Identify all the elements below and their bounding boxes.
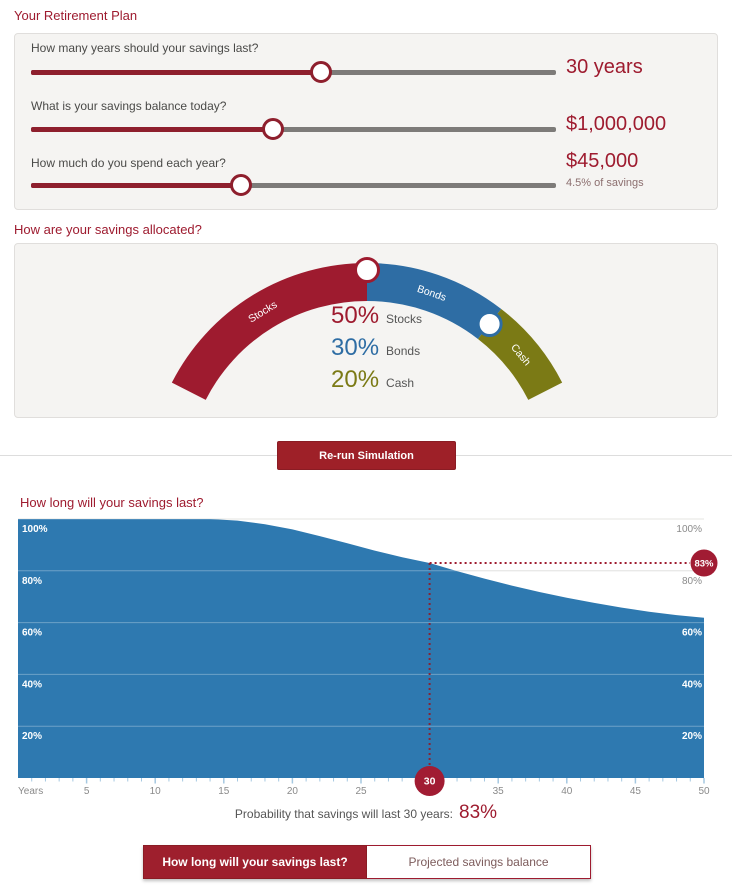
slider-fill	[31, 127, 273, 132]
probability-area	[18, 519, 704, 778]
years-value: 30 years	[566, 56, 643, 78]
savings-chart: 100% 100% 80% 80% 60% 60% 40% 40% 20% 20% Years 5 10…	[18, 518, 718, 797]
gauge-segment-stocks	[171, 263, 368, 401]
x-axis-label: 20	[287, 786, 299, 797]
probability-badge	[690, 549, 718, 577]
x-axis-label: 35	[493, 786, 505, 797]
spend-pct-of-savings: 4.5% of savings	[566, 177, 644, 189]
y-axis-label-left: 40%	[22, 679, 42, 690]
y-axis-label-left: 100%	[22, 524, 48, 535]
rerun-simulation-button[interactable]: Re-run Simulation	[277, 441, 456, 470]
spend-value: $45,000	[566, 150, 639, 172]
y-axis-label-left: 80%	[22, 576, 42, 587]
slider-question-years: How many years should your savings last?	[31, 41, 259, 55]
stocks-label: Stocks	[386, 312, 423, 326]
gauge-segment-bonds	[366, 263, 502, 340]
x-axis-label: 10	[150, 786, 162, 797]
x-axis-label: 15	[218, 786, 230, 797]
chart-year-handle[interactable]	[414, 766, 445, 796]
page-title: Your Retirement Plan	[14, 8, 138, 23]
y-axis-label-right: 60%	[682, 628, 702, 639]
x-axis-label: 40	[561, 786, 573, 797]
slider-handle-icon[interactable]	[309, 61, 332, 83]
allocation-legend: 50% Stocks 30% Bonds 20% Cash	[331, 302, 422, 398]
slider-fill	[31, 183, 241, 188]
chart-tabs: How long will your savings last? Project…	[143, 845, 591, 879]
legend-row-cash: 20% Cash	[331, 366, 422, 394]
sliders-panel: How many years should your savings last?…	[14, 33, 718, 210]
y-axis-label-right: 100%	[676, 524, 702, 535]
legend-row-stocks: 50% Stocks	[331, 302, 422, 330]
spend-slider[interactable]	[31, 174, 556, 196]
x-axis-label: 5	[84, 786, 90, 797]
years-slider[interactable]	[31, 61, 556, 83]
probability-badge-label: 83%	[694, 558, 714, 569]
gauge-handle-bonds-cash-icon[interactable]	[476, 311, 503, 337]
slider-handle-icon[interactable]	[261, 118, 284, 140]
x-axis-label: 25	[355, 786, 367, 797]
y-axis-label-right: 20%	[682, 731, 702, 742]
slider-question-balance: What is your savings balance today?	[31, 99, 227, 113]
probability-value: 83%	[459, 802, 498, 823]
allocation-title: How are your savings allocated?	[14, 222, 202, 237]
x-axis-label: 45	[630, 786, 642, 797]
probability-text: Probability that savings will last 30 ye…	[234, 807, 454, 821]
slider-handle-icon[interactable]	[230, 174, 252, 196]
cash-label: Cash	[386, 376, 415, 390]
tab-how-long-savings-last[interactable]: How long will your savings last?	[143, 845, 367, 879]
x-axis-title: Years	[18, 786, 43, 797]
chart-title: How long will your savings last?	[20, 495, 204, 510]
balance-slider[interactable]	[31, 118, 556, 140]
slider-question-spend: How much do you spend each year?	[31, 156, 226, 170]
y-axis-label-left: 60%	[22, 628, 42, 639]
allocation-panel: Stocks Bonds Cash 50% Stocks 30% Bonds 20%…	[14, 243, 718, 418]
tab-projected-savings-balance[interactable]: Projected savings balance	[367, 845, 591, 879]
x-axis-label: 50	[698, 786, 710, 797]
gauge-handle-stocks-bonds-icon[interactable]	[354, 257, 380, 283]
legend-row-bonds: 30% Bonds	[331, 334, 422, 362]
bonds-pct: 30%	[331, 334, 380, 361]
allocation-gauge: Stocks Bonds Cash	[171, 257, 563, 401]
cash-pct: 20%	[331, 366, 380, 393]
probability-caption: Probability that savings will last 30 ye…	[0, 802, 732, 824]
y-axis-label-right: 80%	[682, 576, 702, 587]
slider-fill	[31, 70, 321, 75]
chart-year-handle-label: 30	[424, 776, 436, 788]
y-axis-label-right: 40%	[682, 679, 702, 690]
stocks-pct: 50%	[331, 302, 380, 329]
balance-value: $1,000,000	[566, 113, 667, 135]
y-axis-label-left: 20%	[22, 731, 42, 742]
bonds-label: Bonds	[386, 344, 421, 358]
